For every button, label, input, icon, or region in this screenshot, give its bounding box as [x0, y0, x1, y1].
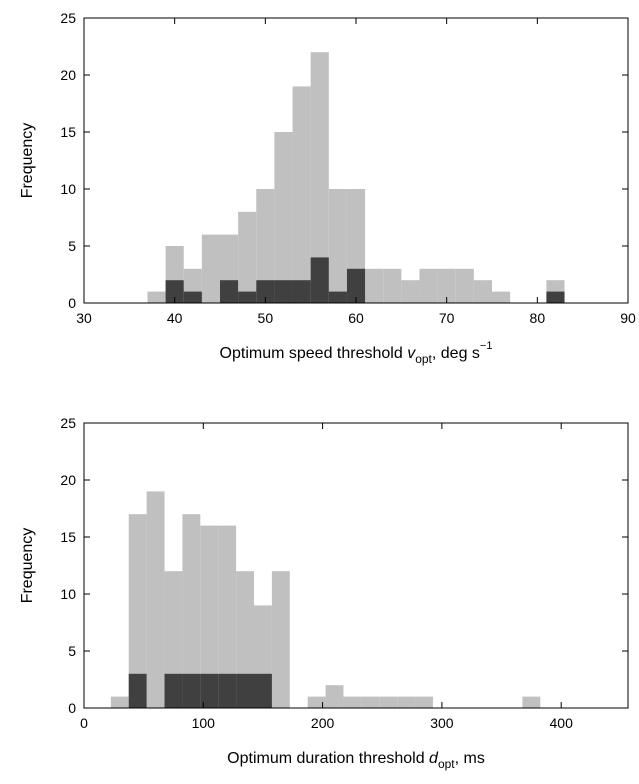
bar [128, 673, 147, 708]
bar [307, 696, 326, 708]
bar [165, 280, 184, 303]
y-tick-label: 10 [60, 586, 76, 602]
x-tick-label: 70 [439, 310, 455, 326]
bar [455, 268, 474, 303]
bar [218, 525, 237, 708]
bar [365, 268, 384, 303]
x-axis-label-part: −1 [480, 340, 493, 352]
y-axis-label: Frequency [19, 123, 36, 199]
bar [437, 268, 456, 303]
x-tick-label: 30 [76, 310, 92, 326]
x-axis-label-part: , ms [455, 750, 485, 767]
x-axis-label-part: v [407, 345, 416, 362]
bar [182, 514, 201, 708]
bar [220, 280, 239, 303]
x-tick-label: 200 [311, 715, 335, 731]
bar [146, 491, 165, 708]
x-axis-label: Optimum speed threshold vopt, deg s−1 [220, 340, 493, 366]
y-tick-label: 5 [68, 643, 76, 659]
bar [346, 268, 366, 303]
bar [492, 291, 511, 303]
bar [415, 696, 433, 708]
y-tick-label: 20 [60, 472, 76, 488]
x-tick-label: 50 [258, 310, 274, 326]
bar [292, 280, 311, 303]
x-axis-label-part: opt [415, 352, 432, 366]
bar [274, 132, 293, 303]
bar [546, 291, 565, 303]
y-tick-label: 25 [60, 10, 76, 26]
bar [256, 189, 275, 303]
bar [238, 211, 257, 303]
bar [182, 673, 201, 708]
bar [274, 280, 293, 303]
bar [218, 673, 237, 708]
bar [361, 696, 380, 708]
bar [522, 696, 541, 708]
x-axis-label-part: Optimum speed threshold [220, 345, 408, 362]
x-tick-label: 300 [430, 715, 454, 731]
y-tick-label: 5 [68, 238, 76, 254]
y-tick-label: 25 [60, 415, 76, 431]
y-axis-label: Frequency [19, 528, 36, 604]
bar [254, 673, 272, 708]
bar [271, 571, 290, 708]
x-axis-label-part: , deg s [432, 345, 480, 362]
x-tick-label: 40 [167, 310, 183, 326]
y-tick-label: 0 [68, 700, 76, 716]
bar [200, 525, 219, 708]
bar [201, 234, 220, 303]
y-tick-label: 10 [60, 181, 76, 197]
bar [397, 696, 416, 708]
bar [200, 673, 219, 708]
y-tick-label: 20 [60, 67, 76, 83]
bar [183, 291, 202, 303]
bar [238, 291, 257, 303]
bar [256, 280, 275, 303]
bar [379, 696, 398, 708]
bar [236, 673, 254, 708]
x-tick-label: 0 [80, 715, 88, 731]
plot-frame [83, 422, 629, 709]
bar [292, 86, 311, 304]
bar [325, 685, 344, 708]
x-tick-label: 60 [348, 310, 364, 326]
x-tick-label: 400 [550, 715, 574, 731]
x-axis-label-part: Optimum duration threshold [227, 750, 429, 767]
x-axis-label-part: d [429, 750, 439, 767]
bar [328, 291, 347, 303]
x-axis-label-part: opt [438, 757, 455, 771]
y-tick-label: 15 [60, 124, 76, 140]
bar [164, 673, 183, 708]
bar [419, 268, 438, 303]
bar [110, 696, 129, 708]
bar [343, 696, 362, 708]
x-axis-label: Optimum duration threshold dopt, ms [227, 750, 485, 771]
y-tick-label: 0 [68, 295, 76, 311]
bar [128, 514, 147, 708]
bar [328, 189, 347, 303]
x-tick-label: 90 [620, 310, 636, 326]
bar [310, 257, 329, 303]
x-tick-label: 100 [192, 715, 216, 731]
x-tick-label: 80 [530, 310, 546, 326]
bar [401, 280, 420, 303]
bar [147, 291, 166, 303]
bar [383, 268, 402, 303]
y-tick-label: 15 [60, 529, 76, 545]
bar [310, 52, 329, 304]
bar [473, 280, 492, 303]
